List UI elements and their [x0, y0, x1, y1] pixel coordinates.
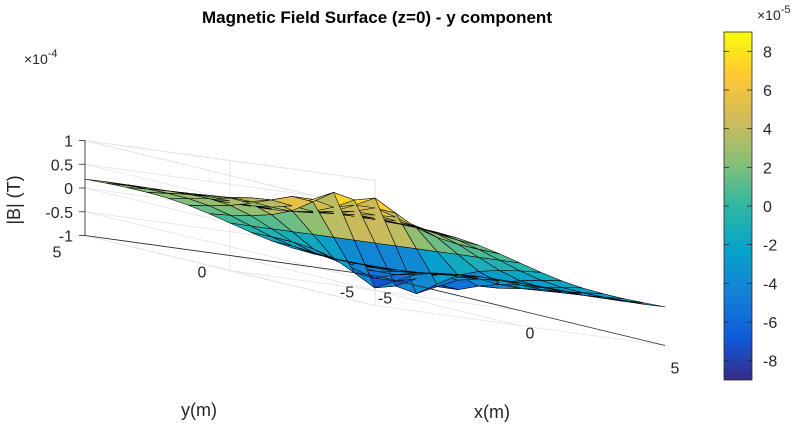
surface-patch [84, 178, 127, 186]
gridline-y [229, 255, 521, 326]
colorbar-tick-label: -6 [763, 315, 777, 332]
z-tick-label: -0.5 [45, 205, 73, 222]
colorbar-tick-label: 2 [763, 160, 772, 177]
x-axis-line [374, 275, 666, 346]
colorbar-exponent-base: ×10 [757, 7, 781, 23]
colorbar-tick-label: 0 [763, 199, 772, 216]
colorbar-exponent-power: -5 [781, 4, 791, 16]
y-axis-line [84, 235, 376, 276]
x-tick-label: 0 [526, 326, 535, 343]
z-exponent-base: ×10 [24, 51, 48, 67]
colorbar-tick-label: -2 [763, 238, 777, 255]
x-tick-label: -5 [378, 291, 392, 308]
x-tick-label: 5 [671, 361, 680, 378]
z-tick-label: 0 [64, 181, 73, 198]
colorbar-tick-label: 4 [763, 122, 772, 139]
colorbar-tick-label: 6 [763, 83, 772, 100]
chart-title: Magnetic Field Surface (z=0) - y compone… [202, 8, 552, 27]
x-axis-label: x(m) [474, 402, 510, 422]
z-axis-label: |B| (T) [4, 175, 24, 224]
surface-mesh [84, 178, 666, 308]
z-exponent-power: -4 [48, 48, 58, 60]
z-exponent-label: ×10-4 [24, 48, 58, 67]
colorbar-tick-label: 8 [763, 44, 772, 61]
y-tick-label: -5 [340, 285, 354, 302]
colorbar: 8 6 4 2 0 -2 -4 -6 -8 ×10-5 [723, 4, 791, 381]
colorbar-tick-label: -8 [763, 354, 777, 371]
y-tick-label: 5 [53, 245, 62, 262]
gridline-y [84, 235, 376, 306]
colorbar-tick-label: -4 [763, 276, 777, 293]
y-axis-label: y(m) [181, 400, 217, 420]
z-tick-label: 1 [64, 134, 73, 151]
tick-labels: -1 -0.5 0 0.5 1 -5 0 5 -5 0 5 [45, 134, 679, 378]
z-tick-label: -1 [59, 229, 73, 246]
z-tick-label: 0.5 [51, 157, 73, 174]
colorbar-ticks: 8 6 4 2 0 -2 -4 -6 -8 [724, 44, 777, 371]
y-tick-label: 0 [198, 265, 207, 282]
colorbar-exponent-label: ×10-5 [757, 4, 791, 23]
